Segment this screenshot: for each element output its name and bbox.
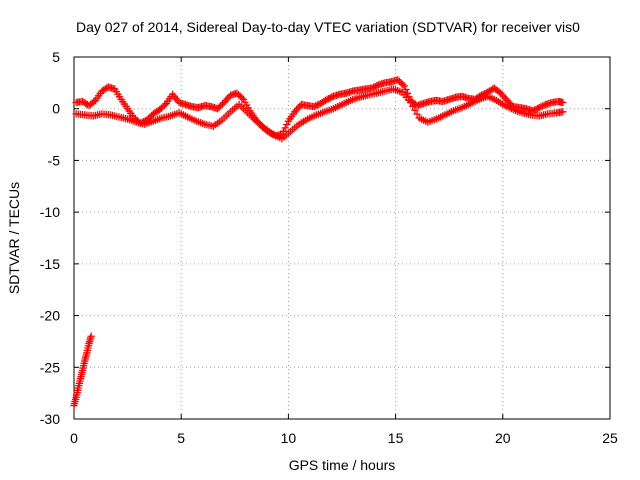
x-tick-label: 15 [388, 430, 404, 446]
y-tick-label: -25 [40, 359, 60, 375]
x-tick-label: 0 [70, 430, 78, 446]
y-axis-label: SDTVAR / TECUs [6, 182, 22, 294]
x-tick-label: 10 [281, 430, 297, 446]
y-tick-label: -30 [40, 411, 60, 427]
data-point [87, 332, 95, 340]
data-points [70, 76, 567, 410]
data-point [559, 108, 567, 116]
chart-title: Day 027 of 2014, Sidereal Day-to-day VTE… [76, 19, 580, 35]
y-tick-label: -10 [40, 204, 60, 220]
y-tick-label: 5 [52, 49, 60, 65]
y-tick-label: -15 [40, 256, 60, 272]
data-point [559, 98, 567, 107]
data-point [406, 98, 415, 107]
x-tick-label: 20 [495, 430, 511, 446]
y-tick-label: -20 [40, 308, 60, 324]
x-tick-label: 25 [602, 430, 618, 446]
y-tick-label: -5 [48, 152, 61, 168]
axis-ticks: 0 5 10 15 20 25 5 0 -5 -10 -15 -20 -25 -30 [40, 49, 618, 446]
y-tick-label: 0 [52, 101, 60, 117]
x-axis-label: GPS time / hours [289, 457, 396, 473]
data-point [413, 110, 421, 118]
data-point [409, 102, 417, 111]
data-point [411, 106, 419, 114]
x-tick-label: 5 [177, 430, 185, 446]
grid-lines [74, 57, 610, 419]
plot-frame [73, 56, 611, 420]
